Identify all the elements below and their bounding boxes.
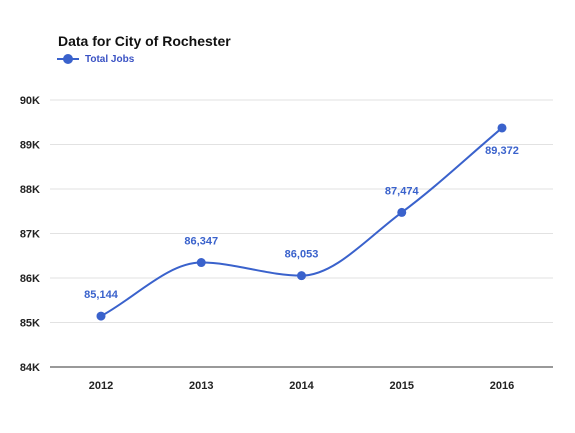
data-point xyxy=(196,258,206,268)
x-tick-label: 2012 xyxy=(89,380,113,392)
series-line-total-jobs xyxy=(100,127,503,317)
y-tick-label: 86K xyxy=(20,273,40,285)
y-tick-label: 85K xyxy=(20,318,40,330)
y-tick-label: 88K xyxy=(20,184,40,196)
data-label: 89,372 xyxy=(485,145,519,157)
chart-title: Data for City of Rochester xyxy=(58,33,231,49)
data-label: 85,144 xyxy=(84,289,119,301)
data-point xyxy=(297,271,306,281)
data-label: 86,347 xyxy=(184,236,218,248)
y-tick-label: 89K xyxy=(20,140,40,152)
data-point xyxy=(397,207,407,217)
legend[interactable]: Total Jobs xyxy=(57,52,134,66)
y-tick-label: 87K xyxy=(20,229,40,241)
x-tick-label: 2013 xyxy=(189,380,213,392)
y-tick-label: 90K xyxy=(20,95,40,107)
x-tick-label: 2016 xyxy=(490,380,514,392)
data-label: 87,474 xyxy=(385,185,420,197)
data-label: 86,053 xyxy=(285,249,319,261)
legend-label-total-jobs: Total Jobs xyxy=(85,53,135,65)
legend-line-marker-icon xyxy=(57,52,79,66)
x-tick-label: 2014 xyxy=(289,380,314,392)
y-tick-label: 84K xyxy=(20,362,40,374)
data-point xyxy=(497,123,507,133)
data-point xyxy=(96,311,106,321)
x-tick-label: 2015 xyxy=(390,380,414,392)
